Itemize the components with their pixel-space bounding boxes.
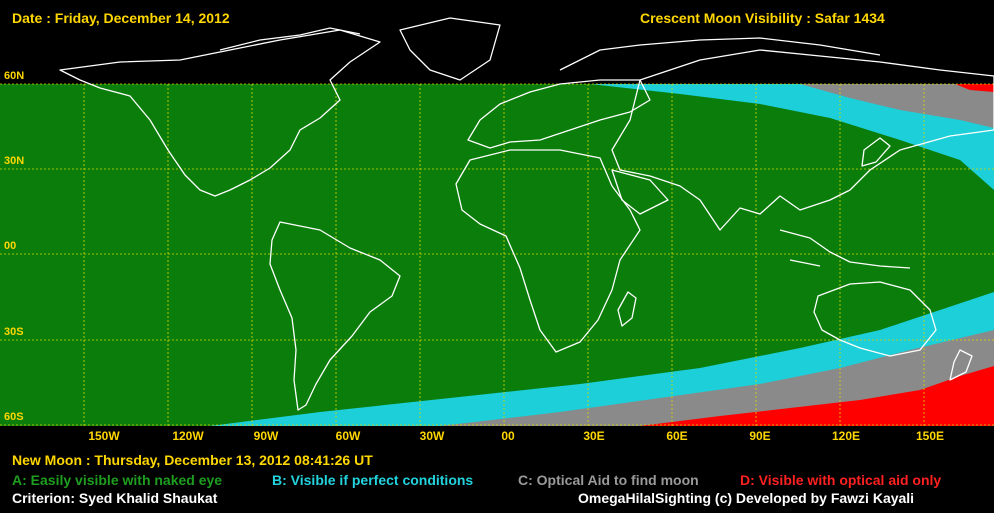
indonesia-coast bbox=[779, 229, 911, 269]
lat-label-equator: 00 bbox=[4, 240, 17, 252]
zone-d-south bbox=[640, 366, 994, 426]
date-title: Date : Friday, December 14, 2012 bbox=[12, 10, 230, 26]
lon-label-90e: 90E bbox=[749, 429, 771, 443]
lat-lon-grid bbox=[0, 83, 994, 426]
africa-coast bbox=[455, 149, 641, 353]
arctic-coast bbox=[219, 27, 881, 71]
zone-c-north bbox=[800, 84, 994, 128]
lat-label-30n: 30N bbox=[4, 155, 25, 167]
legend-zone-d: D: Visible with optical aid only bbox=[740, 472, 942, 488]
greenland-coast bbox=[399, 17, 501, 81]
asia-coast bbox=[611, 49, 994, 231]
madagascar-coast bbox=[617, 291, 637, 327]
australia-coast bbox=[813, 281, 937, 357]
lon-label-120w: 120W bbox=[172, 429, 204, 443]
south-america-coast bbox=[269, 221, 401, 411]
lon-label-60w: 60W bbox=[335, 429, 361, 443]
lat-label-60s: 60S bbox=[4, 411, 24, 423]
lon-label-120e: 120E bbox=[831, 429, 861, 443]
europe-coast bbox=[467, 79, 651, 149]
new-zealand-coast bbox=[949, 349, 973, 381]
legend-zone-b: B: Visible if perfect conditions bbox=[272, 472, 474, 488]
japan-coast bbox=[861, 137, 891, 167]
new-moon-time: New Moon : Thursday, December 13, 2012 0… bbox=[12, 452, 373, 468]
zone-b-north bbox=[590, 84, 994, 190]
lon-label-150w: 150W bbox=[88, 429, 120, 443]
lon-label-30e: 30E bbox=[583, 429, 605, 443]
arabia-coast bbox=[611, 169, 669, 215]
lat-label-60n: 60N bbox=[4, 70, 25, 82]
visibility-title: Crescent Moon Visibility : Safar 1434 bbox=[640, 10, 885, 26]
lon-label-150e: 150E bbox=[915, 429, 945, 443]
north-america-coast bbox=[59, 29, 381, 197]
lon-label-00: 00 bbox=[501, 429, 515, 443]
credit-label: OmegaHilalSighting (c) Developed by Fawz… bbox=[578, 490, 915, 506]
lon-label-60e: 60E bbox=[666, 429, 688, 443]
criterion-label: Criterion: Syed Khalid Shaukat bbox=[12, 490, 218, 506]
zone-d-north bbox=[955, 84, 994, 92]
lat-label-30s: 30S bbox=[4, 326, 24, 338]
legend-zone-a: A: Easily visible with naked eye bbox=[12, 472, 223, 488]
lon-label-30w: 30W bbox=[419, 429, 445, 443]
lon-label-90w: 90W bbox=[253, 429, 279, 443]
legend-zone-c: C: Optical Aid to find moon bbox=[518, 472, 699, 488]
coastlines bbox=[59, 17, 994, 411]
